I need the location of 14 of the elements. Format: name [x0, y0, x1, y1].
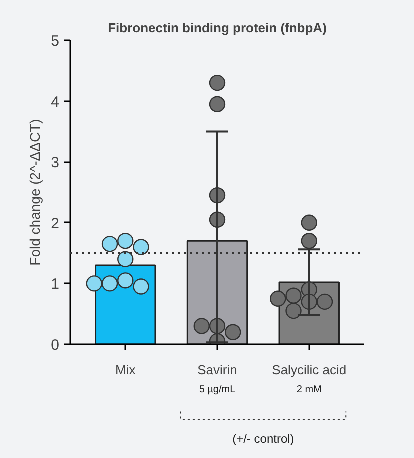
y-tick-label: 5 — [51, 33, 60, 50]
y-axis-title: Fold change (2^-ΔΔCT) — [27, 119, 44, 266]
x-tick-label: Mix — [116, 362, 136, 378]
text: 5 µg/mL — [199, 384, 236, 396]
y-tick-label: 3 — [51, 154, 60, 172]
chart-title: Fibronectin binding protein (fnbpA) — [108, 20, 327, 36]
y-tick-label: 0 — [51, 337, 60, 354]
x-tick-label: Salycilic acid — [272, 362, 347, 378]
x-tick-label: Savirin — [198, 362, 238, 378]
y-tick-label: 4 — [51, 94, 60, 111]
text: 2 mM — [296, 384, 322, 396]
y-tick-label: 1 — [51, 276, 60, 294]
y-tick-label: 2 — [51, 215, 60, 232]
text: (+/- control) — [232, 432, 294, 446]
